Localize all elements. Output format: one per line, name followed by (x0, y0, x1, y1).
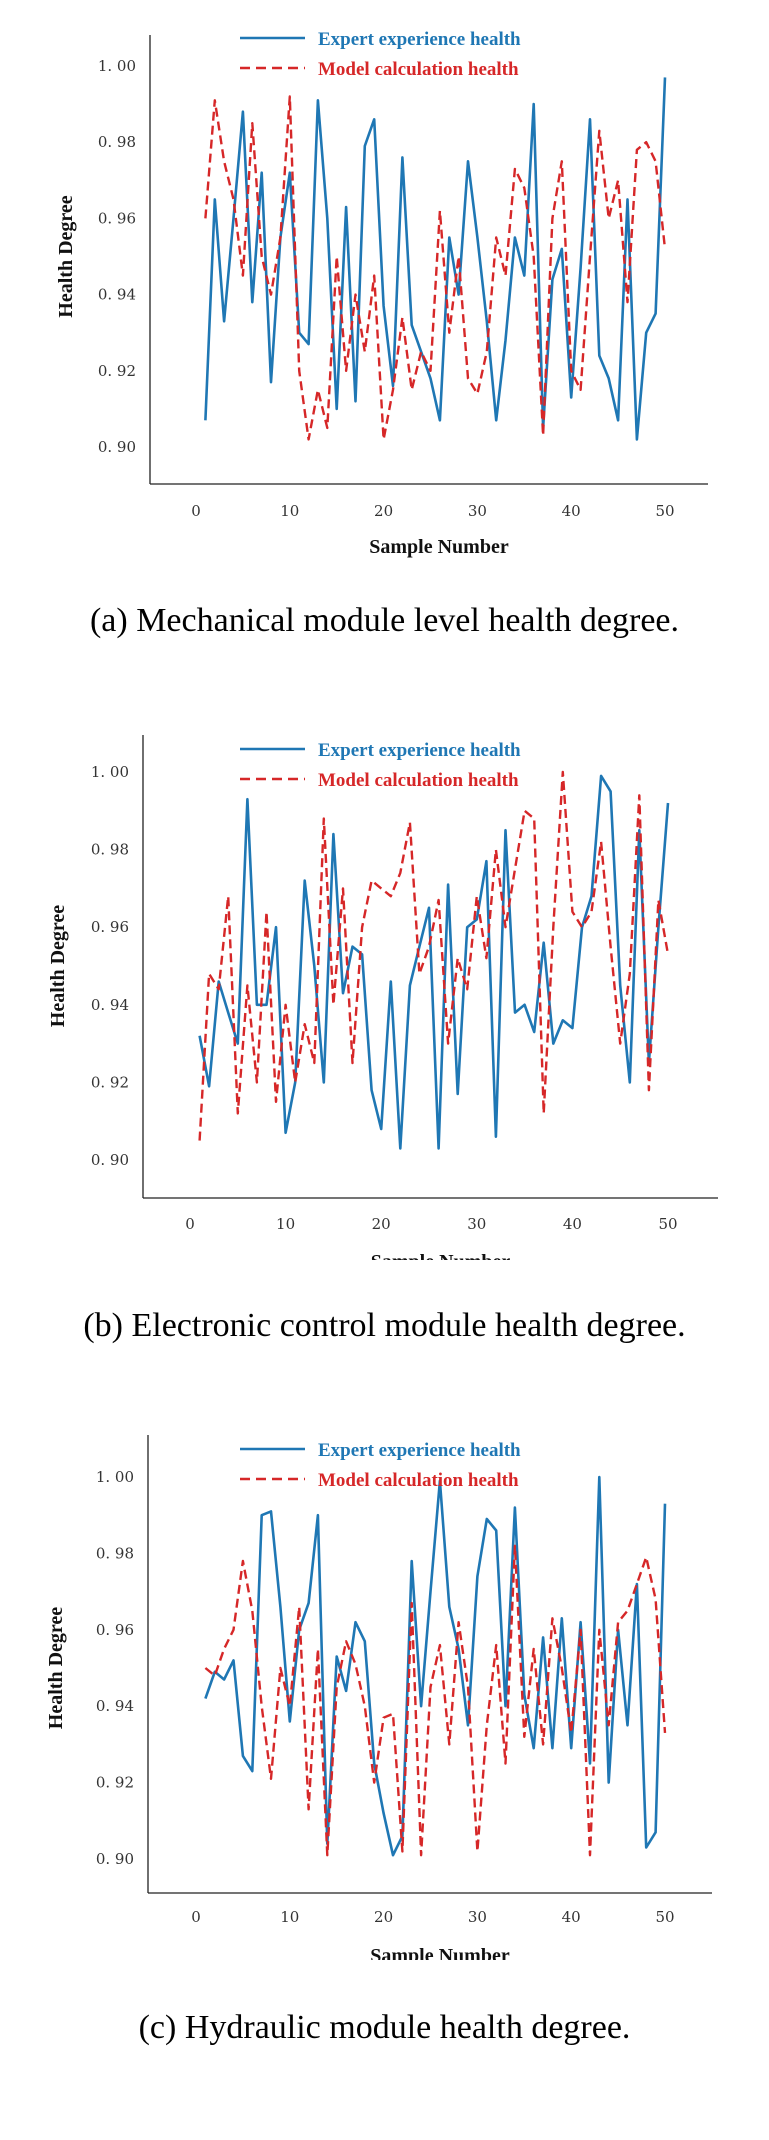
x-axis-title: Sample Number (369, 536, 509, 558)
y-tick-label: 1. 00 (91, 763, 129, 781)
x-tick-label: 10 (280, 1908, 299, 1926)
x-tick-label: 40 (562, 502, 581, 520)
series-line-expert (198, 774, 670, 1150)
series-line-model (198, 770, 670, 1141)
chart-c: 0. 90 0. 92 0. 94 0. 96 0. 98 1. 00 0 10 20 30 40 5… (45, 1435, 712, 1960)
x-axis-title: Sample Number (371, 1251, 511, 1260)
x-axis-title: Sample Number (370, 1945, 510, 1960)
y-tick-label: 0. 92 (96, 1774, 134, 1792)
y-tick-label: 0. 90 (91, 1151, 129, 1169)
chart-b: 0. 90 0. 92 0. 94 0. 96 0. 98 1. 00 0 10 20 30 40 5… (47, 735, 718, 1260)
y-axis-title: Health Degree (55, 195, 77, 317)
y-tick-label: 0. 94 (96, 1697, 134, 1715)
y-tick-label: 1. 00 (96, 1468, 134, 1486)
legend-label: Expert experience health (318, 740, 521, 761)
y-tick-label: 0. 94 (91, 996, 129, 1014)
x-tick-label: 0 (191, 1908, 201, 1926)
x-tick-label: 20 (372, 1215, 391, 1233)
legend-label: Expert experience health (318, 1440, 521, 1461)
y-tick-label: 0. 92 (98, 362, 136, 380)
caption-c: (c) Hydraulic module health degree. (138, 2009, 631, 2046)
chart-a: 0. 90 0. 92 0. 94 0. 96 0. 98 1. 00 0 10 20 30 40 5… (55, 29, 708, 558)
series-line-model (204, 1544, 667, 1857)
y-axis-title: Health Degree (45, 1607, 67, 1729)
x-tick-label: 0 (191, 502, 201, 520)
y-tick-label: 0. 90 (96, 1850, 134, 1868)
x-tick-label: 30 (468, 1908, 487, 1926)
y-tick-label: 0. 98 (98, 133, 136, 151)
y-tick-label: 1. 00 (98, 57, 136, 75)
x-tick-label: 50 (658, 1215, 677, 1233)
legend-label: Model calculation health (318, 770, 519, 791)
x-tick-label: 40 (562, 1908, 581, 1926)
y-tick-label: 0. 96 (96, 1621, 134, 1639)
x-tick-label: 10 (276, 1215, 295, 1233)
caption-b: (b) Electronic control module health deg… (83, 1307, 686, 1344)
x-tick-label: 50 (655, 1908, 674, 1926)
legend-label: Expert experience health (318, 29, 521, 50)
legend-label: Model calculation health (318, 1470, 519, 1491)
y-tick-label: 0. 90 (98, 438, 136, 456)
legend-label: Model calculation health (318, 59, 519, 80)
series-line-model (204, 95, 667, 441)
x-tick-label: 0 (185, 1215, 195, 1233)
x-tick-label: 20 (374, 1908, 393, 1926)
y-tick-label: 0. 94 (98, 286, 136, 304)
x-tick-label: 20 (374, 502, 393, 520)
x-tick-label: 30 (467, 1215, 486, 1233)
y-tick-label: 0. 98 (96, 1544, 134, 1562)
y-tick-label: 0. 96 (91, 918, 129, 936)
x-tick-label: 50 (655, 502, 674, 520)
series-line-expert (204, 1475, 667, 1857)
series-line-expert (204, 77, 667, 441)
y-tick-label: 0. 96 (98, 209, 136, 227)
y-tick-label: 0. 98 (91, 841, 129, 859)
x-tick-label: 30 (468, 502, 487, 520)
caption-a: (a) Mechanical module level health degre… (89, 602, 680, 639)
x-tick-label: 40 (563, 1215, 582, 1233)
y-tick-label: 0. 92 (91, 1073, 129, 1091)
x-tick-label: 10 (280, 502, 299, 520)
y-axis-title: Health Degree (47, 905, 69, 1027)
